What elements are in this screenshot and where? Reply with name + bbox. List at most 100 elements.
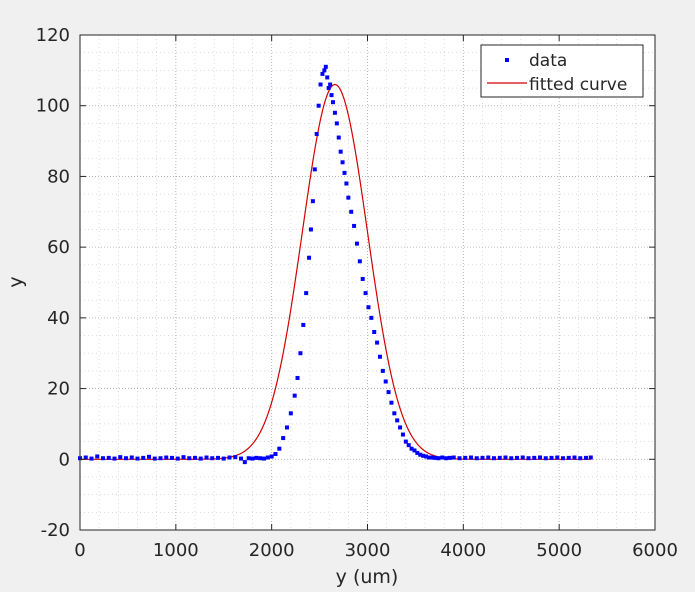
x-tick-label: 5000 [536, 540, 582, 561]
data-point [492, 456, 496, 461]
data-point [304, 291, 309, 296]
x-tick-label: 0 [74, 540, 85, 561]
data-point [135, 456, 140, 461]
plot-area [80, 35, 655, 530]
data-point [340, 160, 345, 165]
data-point [415, 450, 420, 455]
data-point [310, 199, 315, 204]
data-point [392, 411, 397, 416]
data-point [444, 456, 449, 461]
data-point [555, 455, 560, 460]
legend-box [480, 44, 644, 98]
data-point [354, 241, 359, 246]
y-tick-label: -20 [41, 520, 70, 541]
data-point [406, 443, 411, 448]
data-point [129, 455, 134, 460]
data-point [307, 255, 312, 260]
x-tick-label: 1000 [153, 540, 199, 561]
data-point [566, 455, 571, 460]
x-tick-labels: 0 1000 2000 3000 4000 5000 6000 [74, 540, 678, 561]
data-point [366, 305, 371, 310]
data-points-layer [78, 64, 593, 465]
data-point [262, 456, 266, 461]
data-point [584, 455, 588, 460]
data-point [112, 456, 117, 461]
data-point [389, 400, 394, 405]
data-point [578, 456, 583, 461]
data-point [532, 455, 537, 460]
x-axis-label: y (um) [336, 566, 399, 588]
data-point [357, 259, 362, 264]
data-point [457, 456, 462, 461]
x-tick-label: 6000 [632, 540, 678, 561]
data-point [301, 322, 306, 327]
data-point [412, 448, 417, 453]
data-point [572, 455, 577, 460]
data-point [447, 455, 452, 460]
data-point [421, 453, 426, 458]
data-point [325, 75, 330, 80]
data-point [486, 455, 491, 460]
y-tick-label: 0 [59, 449, 70, 470]
legend[interactable]: data fitted curve [480, 44, 644, 98]
data-point [418, 452, 423, 457]
data-point [193, 455, 197, 460]
data-point [292, 393, 297, 398]
data-point [480, 455, 485, 460]
data-point [187, 456, 192, 461]
data-point [377, 354, 382, 359]
y-tick-label: 120 [36, 25, 70, 46]
data-point [316, 103, 321, 108]
data-point [83, 455, 88, 460]
data-point [423, 454, 428, 459]
data-point [164, 455, 169, 460]
data-point [101, 456, 105, 461]
data-point [269, 454, 274, 459]
data-point [344, 181, 349, 186]
data-point [342, 170, 347, 175]
data-point [273, 451, 278, 456]
data-point [326, 86, 331, 91]
ticks [79, 34, 656, 531]
data-point [463, 455, 468, 460]
legend-label-fitted-curve: fitted curve [529, 75, 627, 95]
data-point [395, 418, 400, 423]
data-point [265, 455, 270, 460]
y-axis-label: y [5, 276, 27, 287]
data-point [403, 439, 408, 444]
data-point [497, 455, 502, 460]
y-tick-label: 60 [47, 237, 70, 258]
data-point [147, 454, 151, 459]
data-point [227, 455, 232, 460]
data-point [360, 276, 365, 281]
data-point [352, 223, 357, 228]
data-point [295, 375, 300, 380]
data-point [124, 456, 128, 461]
grid [79, 34, 656, 531]
data-point [526, 456, 531, 461]
data-point [503, 455, 508, 460]
data-point [520, 455, 525, 460]
legend-label-data: data [529, 51, 567, 71]
y-tick-label: 40 [47, 308, 70, 329]
data-point [440, 455, 445, 460]
data-point [329, 93, 334, 98]
data-point [242, 460, 247, 465]
data-point [474, 456, 479, 461]
y-tick-label: 80 [47, 166, 70, 187]
data-point [312, 167, 317, 172]
data-point [170, 455, 174, 460]
data-point [543, 456, 548, 461]
data-point [386, 390, 391, 395]
data-point [204, 455, 209, 460]
data-point [308, 227, 313, 232]
data-point [277, 446, 282, 451]
data-point [349, 209, 354, 214]
data-point [158, 456, 163, 461]
data-point [322, 68, 327, 73]
data-point [375, 340, 380, 345]
data-point [318, 82, 323, 87]
data-point [246, 456, 251, 461]
data-point [429, 455, 434, 460]
